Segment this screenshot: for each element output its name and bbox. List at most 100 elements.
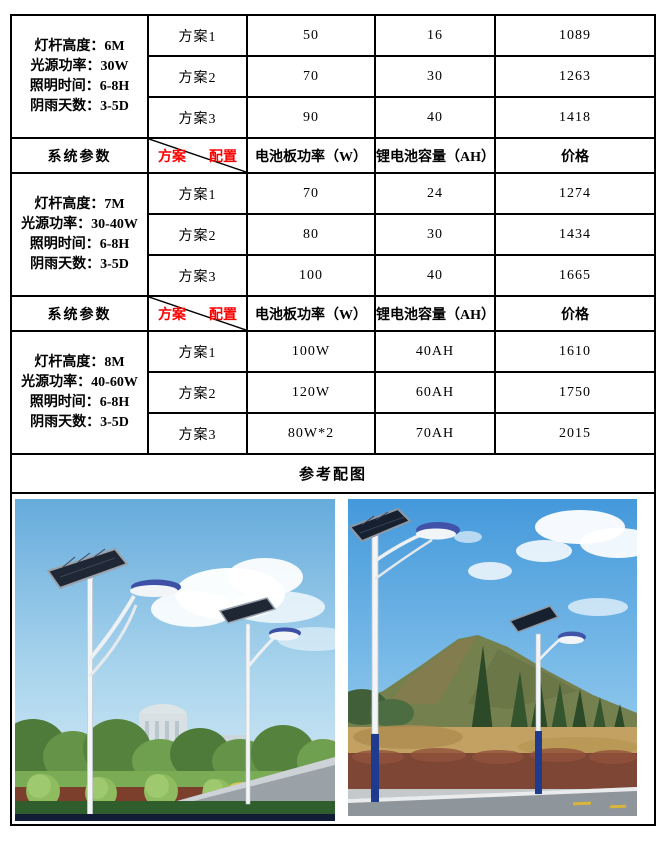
panel-power-cell: 50: [246, 14, 376, 57]
table-row: 方案3 100 40 1665: [11, 254, 656, 297]
system-params-header: 系统参数: [10, 295, 149, 332]
photo-left-solar-street-lights: [15, 499, 335, 821]
diagonal-line: [149, 139, 246, 172]
price-cell: 1750: [494, 371, 656, 414]
param-line: 阴雨天数：3-5D: [30, 98, 129, 114]
table-row: 灯杆高度：8M 光源功率：40-60W 照明时间：6-8H 阴雨天数：3-5D …: [10, 330, 656, 455]
price-header: 价格: [494, 137, 656, 174]
param-line: 光源功率：30W: [30, 58, 129, 74]
price-cell: 1274: [494, 172, 656, 215]
solar-panel: [218, 597, 277, 624]
header-row: 系统参数 方案 配置 电池板功率（W） 锂电池容量（AH） 价格: [10, 137, 656, 174]
solar-street-light-main: [46, 547, 181, 818]
plan-config-labels: 方案 配置: [150, 298, 245, 329]
panel-power-cell: 70: [246, 55, 376, 98]
param-line: 灯杆高度：8M: [34, 354, 125, 370]
hedge: [15, 801, 335, 817]
param-line: 光源功率：30-40W: [21, 216, 138, 232]
plan-cell: 方案2: [147, 213, 248, 256]
table-row: 灯杆高度：7M 光源功率：30-40W 照明时间：6-8H 阴雨天数：3-5D …: [10, 172, 656, 297]
plan-config-diagonal-cell: 方案 配置: [147, 137, 248, 174]
diagonal-line: [149, 297, 246, 330]
caption-row: 参考配图: [10, 453, 656, 494]
param-line: 灯杆高度：6M: [34, 38, 125, 54]
param-line: 照明时间：6-8H: [29, 236, 130, 252]
lamp-head: [558, 631, 586, 644]
panel-power-cell: 80: [246, 213, 376, 256]
battery-cell: 70AH: [374, 412, 496, 455]
battery-capacity-header: 锂电池容量（AH）: [374, 137, 496, 174]
battery-cell: 40AH: [374, 330, 496, 373]
hedge-row: [348, 748, 637, 793]
plan-cell: 方案3: [147, 412, 248, 455]
solar-street-light-secondary: [218, 597, 301, 805]
road: [348, 787, 637, 816]
table-row: 方案2 80 30 1434: [11, 213, 656, 256]
plan-label: 方案: [158, 307, 186, 323]
param-line: 阴雨天数：3-5D: [30, 256, 129, 272]
config-label: 配置: [209, 307, 237, 323]
table-row: 方案2 120W 60AH 1750: [11, 371, 656, 414]
panel-power-cell: 120W: [246, 371, 376, 414]
plan-label: 方案: [158, 149, 186, 165]
config-label: 配置: [209, 149, 237, 165]
lamp-head: [416, 522, 460, 540]
battery-capacity-header: 锂电池容量（AH）: [374, 295, 496, 332]
solar-light-price-table: 灯杆高度：6M 光源功率：30W 照明时间：6-8H 阴雨天数：3-5D 方案1…: [10, 14, 656, 826]
reference-images-caption: 参考配图: [10, 453, 656, 494]
param-line: 照明时间：6-8H: [29, 394, 130, 410]
photo-row: [10, 492, 656, 826]
battery-cell: 16: [374, 14, 496, 57]
battery-cell: 40: [374, 254, 496, 297]
photo-container: [13, 495, 653, 823]
plan-cell: 方案1: [147, 330, 248, 373]
table-row: 方案2 70 30 1263: [11, 55, 656, 98]
section-7m-params: 灯杆高度：7M 光源功率：30-40W 照明时间：6-8H 阴雨天数：3-5D: [10, 172, 149, 297]
panel-power-header: 电池板功率（W）: [246, 137, 376, 174]
battery-cell: 30: [374, 55, 496, 98]
plan-cell: 方案2: [147, 371, 248, 414]
price-cell: 2015: [494, 412, 656, 455]
price-cell: 1610: [494, 330, 656, 373]
panel-power-cell: 80W*2: [246, 412, 376, 455]
solar-street-light-secondary: [508, 605, 586, 795]
header-row: 系统参数 方案 配置 电池板功率（W） 锂电池容量（AH） 价格: [10, 295, 656, 332]
price-cell: 1418: [494, 96, 656, 139]
price-cell: 1089: [494, 14, 656, 57]
pole-base: [535, 731, 542, 794]
solar-panel: [508, 605, 560, 633]
plan-config-labels: 方案 配置: [150, 140, 245, 171]
panel-power-cell: 100W: [246, 330, 376, 373]
battery-cell: 40: [374, 96, 496, 139]
param-line: 照明时间：6-8H: [29, 78, 130, 94]
clouds: [454, 510, 637, 616]
tree-row: [15, 719, 335, 783]
solar-panel: [46, 547, 129, 590]
plan-cell: 方案1: [147, 172, 248, 215]
table-row: 方案3 80W*2 70AH 2015: [11, 412, 656, 455]
battery-cell: 24: [374, 172, 496, 215]
photo-right-solar-street-lights: [348, 499, 637, 816]
param-line: 阴雨天数：3-5D: [30, 414, 129, 430]
photo-bottom-edge: [15, 814, 335, 821]
section-8m-params: 灯杆高度：8M 光源功率：40-60W 照明时间：6-8H 阴雨天数：3-5D: [10, 330, 149, 455]
table-row: 灯杆高度：6M 光源功率：30W 照明时间：6-8H 阴雨天数：3-5D 方案1…: [10, 14, 656, 139]
battery-cell: 60AH: [374, 371, 496, 414]
param-line: 光源功率：40-60W: [21, 374, 138, 390]
solar-panel: [348, 507, 412, 543]
plan-cell: 方案1: [147, 14, 248, 57]
foreground-garden: [15, 757, 335, 821]
plan-config-diagonal-cell: 方案 配置: [147, 295, 248, 332]
battery-cell: 30: [374, 213, 496, 256]
panel-power-cell: 100: [246, 254, 376, 297]
price-cell: 1665: [494, 254, 656, 297]
plan-cell: 方案3: [147, 254, 248, 297]
plan-cell: 方案2: [147, 55, 248, 98]
solar-street-light-main: [348, 507, 460, 802]
panel-power-header: 电池板功率（W）: [246, 295, 376, 332]
price-cell: 1434: [494, 213, 656, 256]
price-cell: 1263: [494, 55, 656, 98]
lamp-head: [269, 627, 301, 641]
pole-base: [371, 734, 379, 802]
